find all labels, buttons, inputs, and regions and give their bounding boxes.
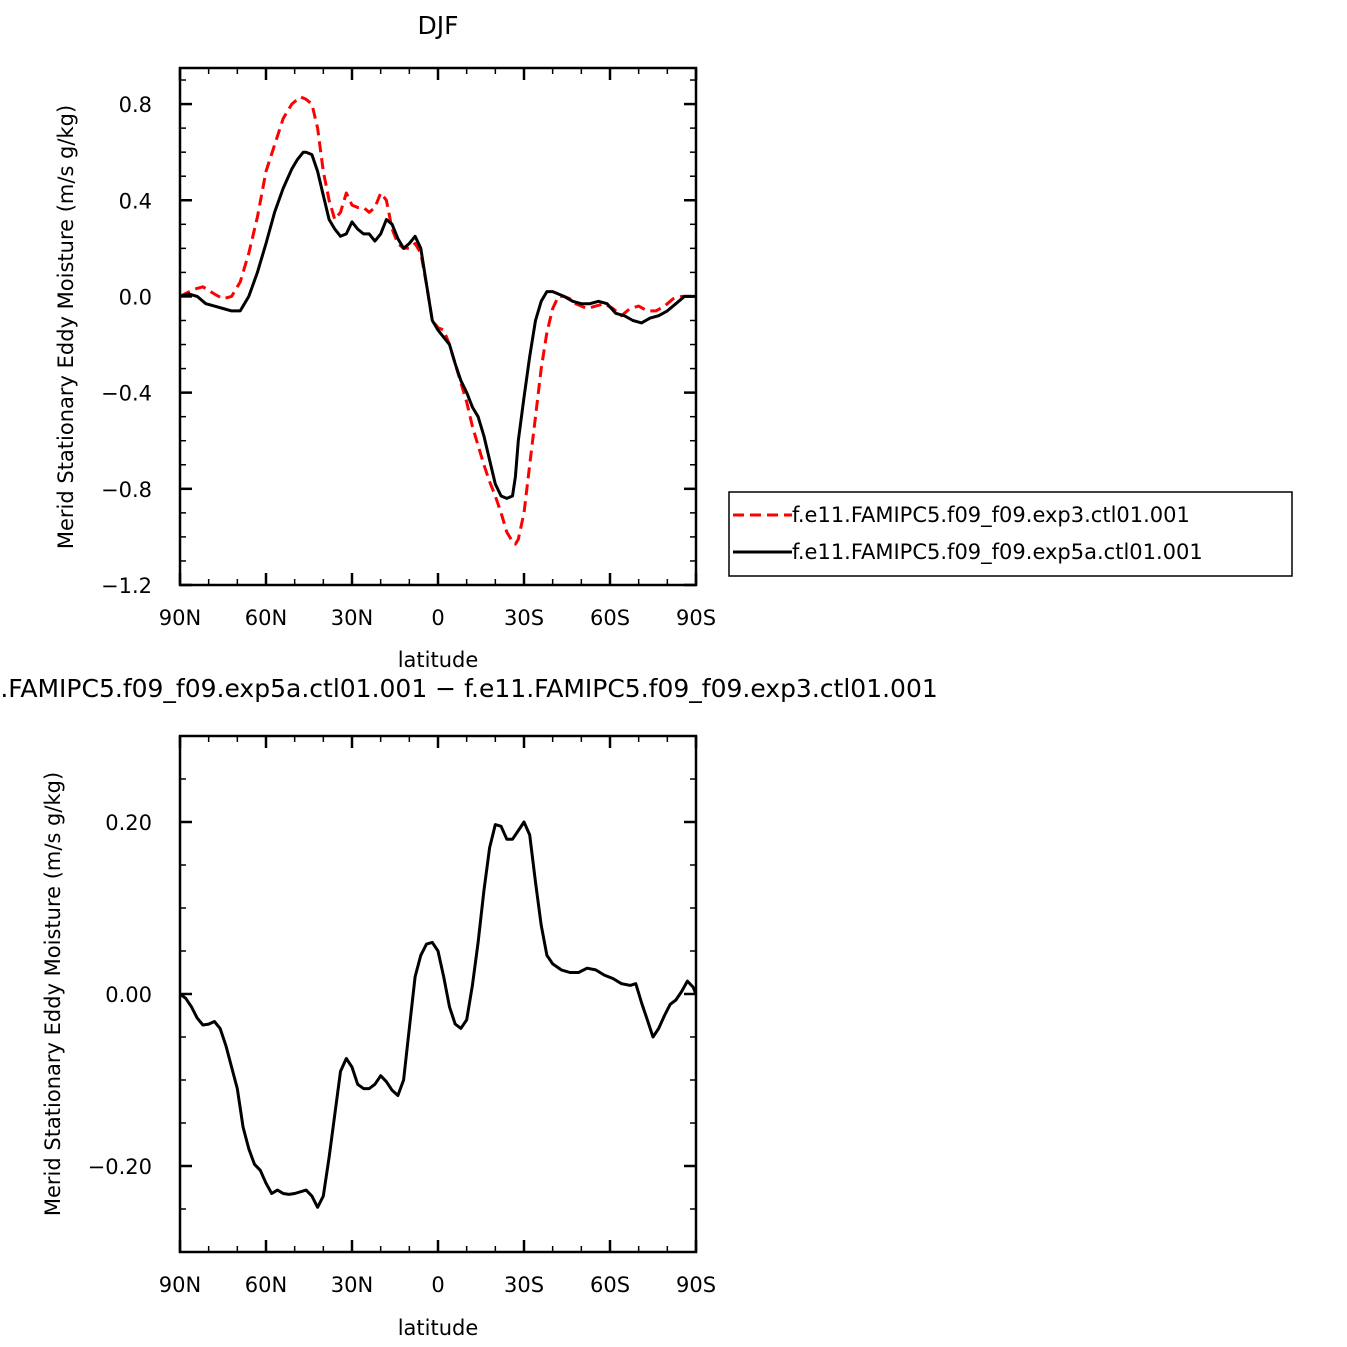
series-line-0 bbox=[179, 95, 696, 546]
x-tick-label: 0 bbox=[431, 606, 444, 630]
y-tick-label: 0.0 bbox=[119, 285, 152, 309]
x-tick-label: 60S bbox=[590, 606, 630, 630]
y-tick-label: −0.8 bbox=[101, 478, 152, 502]
x-axis-title: latitude bbox=[398, 648, 479, 672]
tick-labels: 90N 60N 30N 0 30S 60S 90S 0.20 0.00 −0.20 bbox=[88, 811, 716, 1297]
x-tick-label: 60N bbox=[245, 606, 287, 630]
chart-panel-top: DJF Merid Stationary Eddy Moisture (m/s … bbox=[54, 11, 716, 672]
x-tick-label: 30S bbox=[504, 1273, 544, 1297]
y-axis-title: Merid Stationary Eddy Moisture (m/s g/kg… bbox=[54, 105, 78, 549]
x-tick-label: 90N bbox=[159, 606, 201, 630]
chart-panel-bottom: f.e11.FAMIPC5.f09_f09.exp5a.ctl01.001 − … bbox=[0, 674, 938, 1340]
series-line-0 bbox=[179, 820, 698, 1209]
chart-title-difference: f.e11.FAMIPC5.f09_f09.exp5a.ctl01.001 − … bbox=[0, 674, 938, 703]
plot-frame bbox=[178, 734, 698, 1254]
x-axis-title: latitude bbox=[398, 1316, 479, 1340]
x-tick-label: 30N bbox=[331, 606, 373, 630]
y-tick-label: 0.20 bbox=[105, 811, 152, 835]
x-tick-label: 30N bbox=[331, 1273, 373, 1297]
tick-labels: 90N 60N 30N 0 30S 60S 90S 0.8 0.4 0.0 −0.4 −0.8 −1.2 bbox=[101, 93, 716, 630]
x-tick-label: 90S bbox=[676, 606, 716, 630]
y-tick-label: 0.8 bbox=[119, 93, 152, 117]
x-tick-label: 60N bbox=[245, 1273, 287, 1297]
y-axis-title: Merid Stationary Eddy Moisture (m/s g/kg… bbox=[41, 772, 65, 1216]
series-lines bbox=[179, 95, 696, 546]
x-tick-label: 90S bbox=[676, 1273, 716, 1297]
legend-box bbox=[728, 491, 1293, 577]
y-tick-label: −0.4 bbox=[101, 382, 152, 406]
x-tick-label: 0 bbox=[431, 1273, 444, 1297]
legend-label-exp3: f.e11.FAMIPC5.f09_f09.exp3.ctl01.001 bbox=[792, 503, 1190, 528]
x-tick-label: 90N bbox=[159, 1273, 201, 1297]
y-tick-label: 0.00 bbox=[105, 983, 152, 1007]
y-tick-label: 0.4 bbox=[119, 189, 152, 213]
y-tick-label: −1.2 bbox=[101, 574, 152, 598]
series-lines bbox=[179, 820, 698, 1209]
plot-frame bbox=[178, 66, 698, 587]
y-tick-label: −0.20 bbox=[88, 1155, 152, 1179]
legend-label-exp5a: f.e11.FAMIPC5.f09_f09.exp5a.ctl01.001 bbox=[792, 540, 1203, 565]
axis-ticks bbox=[178, 735, 698, 1253]
x-tick-label: 30S bbox=[504, 606, 544, 630]
chart-title: DJF bbox=[417, 11, 458, 40]
legend: f.e11.FAMIPC5.f09_f09.exp3.ctl01.001 f.e… bbox=[728, 491, 1293, 577]
x-tick-label: 60S bbox=[590, 1273, 630, 1297]
series-line-1 bbox=[179, 150, 696, 500]
